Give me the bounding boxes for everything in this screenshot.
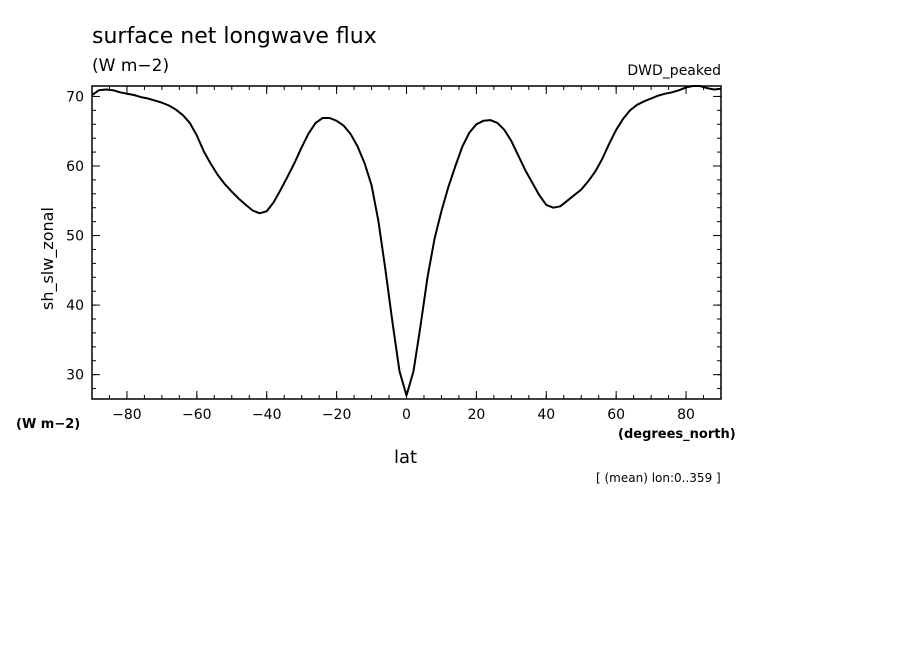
x-tick-label: −80 xyxy=(112,407,142,423)
y-tick-label: 30 xyxy=(66,368,84,384)
footnote: [ (mean) lon:0..359 ] xyxy=(596,471,721,485)
x-tick-label: −60 xyxy=(182,407,212,423)
y-axis-units: (W m−2) xyxy=(16,417,81,432)
x-tick-label: 40 xyxy=(537,407,555,423)
x-axis-label: lat xyxy=(394,447,418,468)
y-tick-label: 70 xyxy=(66,89,84,105)
x-tick-label: −40 xyxy=(252,407,282,423)
series-line xyxy=(91,85,722,397)
x-tick-label: −20 xyxy=(322,407,352,423)
dataset-label: DWD_peaked xyxy=(627,63,721,79)
x-tick-label: 60 xyxy=(607,407,625,423)
y-tick-label: 40 xyxy=(66,298,84,314)
x-tick-label: 80 xyxy=(677,407,695,423)
y-tick-label: 50 xyxy=(66,229,84,245)
axis-ticks xyxy=(91,86,722,399)
chart-title: surface net longwave flux xyxy=(92,24,377,49)
x-axis-units: (degrees_north) xyxy=(618,427,736,442)
chart-units: (W m−2) xyxy=(92,56,170,76)
x-tick-label: 20 xyxy=(467,407,485,423)
y-tick-label: 60 xyxy=(66,159,84,175)
x-tick-label: 0 xyxy=(402,407,411,423)
tick-labels: −80 −60 −40 −20 0 20 40 60 80 30 40 50 60 70 xyxy=(66,89,695,423)
plot-frame xyxy=(91,85,722,400)
